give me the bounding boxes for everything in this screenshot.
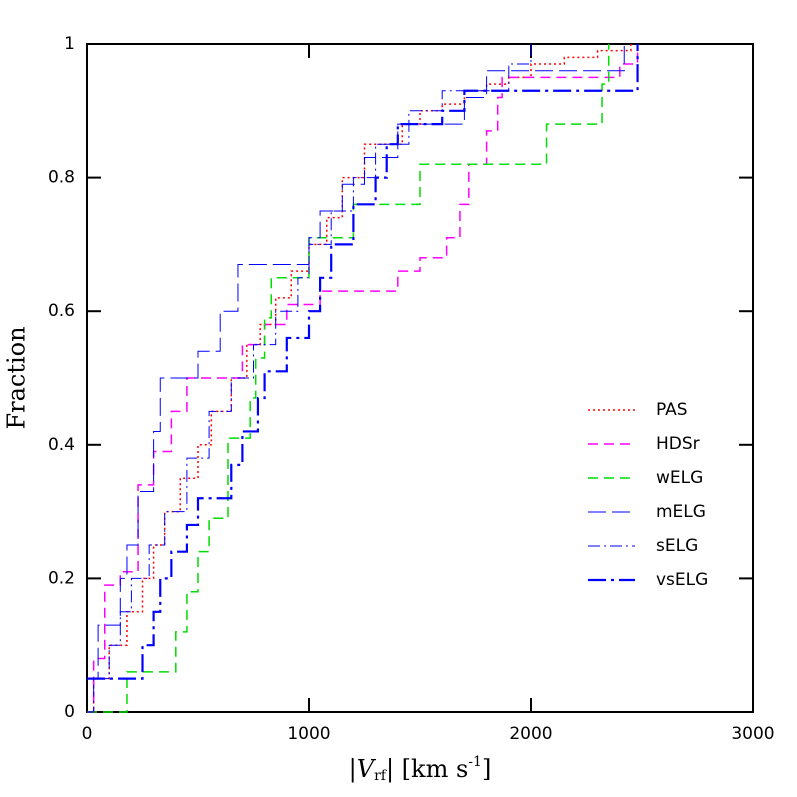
y-tick-label: 1 [64,34,75,54]
x-tick-label: 0 [82,724,93,744]
step-line [87,44,632,713]
y-axis-label: Fraction [3,326,31,429]
plot-frame [86,43,754,713]
step-line [87,44,639,680]
step-line [87,44,610,713]
x-label-part: ] [482,755,491,783]
y-tick-label: 0.8 [48,168,75,188]
x-label-part: | [km s [386,755,468,784]
legend-label: wELG [656,468,703,488]
y-tick-label: 0.6 [48,301,75,321]
y-tick-label: 0 [64,702,75,722]
y-tick-label: 0.4 [48,435,75,455]
legend-label: sELG [656,536,698,556]
x-label-sub: rf [374,768,388,784]
legend-label: vsELG [656,570,708,590]
x-label-part: |V [349,755,377,784]
step-line [87,44,532,713]
legend-label: HDSr [656,434,700,454]
x-tick-label: 2000 [509,724,552,744]
x-label-sup: -1 [468,754,482,770]
step-line [87,44,639,713]
x-tick-label: 1000 [287,724,330,744]
legend-label: PAS [656,400,688,420]
legend-label: mELG [656,502,706,522]
x-tick-label: 3000 [731,724,774,744]
x-axis-label: |Vrf| [km s-1] [349,754,492,784]
step-line [87,44,625,680]
y-tick-label: 0.2 [48,568,75,588]
